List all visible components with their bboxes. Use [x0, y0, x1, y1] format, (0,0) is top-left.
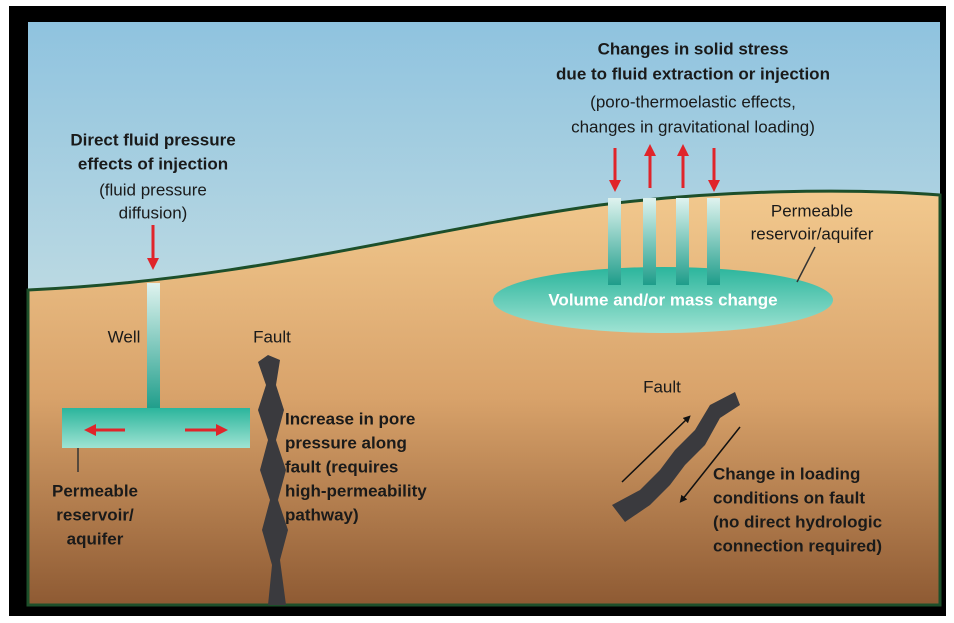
label: Fault: [643, 377, 681, 396]
title: effects of injection: [78, 154, 228, 173]
pipe: [643, 198, 656, 285]
reservoir: [62, 408, 250, 448]
note: (no direct hydrologic: [713, 512, 882, 531]
label: Volume and/or mass change: [548, 290, 777, 309]
note: fault (requires: [285, 457, 398, 476]
title: Changes in solid stress: [598, 39, 789, 58]
arrow: [621, 415, 691, 483]
label: Well: [108, 327, 141, 346]
reservoir: [493, 267, 833, 333]
note: pressure along: [285, 433, 407, 452]
label: aquifer: [67, 529, 124, 548]
note: Increase in pore: [285, 409, 415, 428]
note: high-permeability: [285, 481, 427, 500]
label: Permeable: [52, 481, 138, 500]
label: reservoir/: [56, 505, 134, 524]
label: Fault: [253, 327, 291, 346]
note: diffusion): [119, 203, 188, 222]
note: pathway): [285, 505, 359, 524]
pipe: [608, 198, 621, 285]
pipe: [676, 198, 689, 285]
title: due to fluid extraction or injection: [556, 64, 830, 83]
note: connection required): [713, 536, 882, 555]
note: Change in loading: [713, 464, 860, 483]
label: reservoir/aquifer: [751, 224, 874, 243]
arrow: [679, 426, 741, 503]
fault: [612, 392, 740, 522]
well-pipe: [147, 283, 160, 410]
pipe: [707, 198, 720, 285]
fault: [258, 355, 288, 605]
label: Permeable: [771, 201, 853, 220]
note: changes in gravitational loading): [571, 117, 815, 136]
leader: [796, 246, 816, 283]
title: Direct fluid pressure: [70, 130, 235, 149]
note: conditions on fault: [713, 488, 865, 507]
note: (fluid pressure: [99, 180, 207, 199]
note: (poro-thermoelastic effects,: [590, 92, 796, 111]
